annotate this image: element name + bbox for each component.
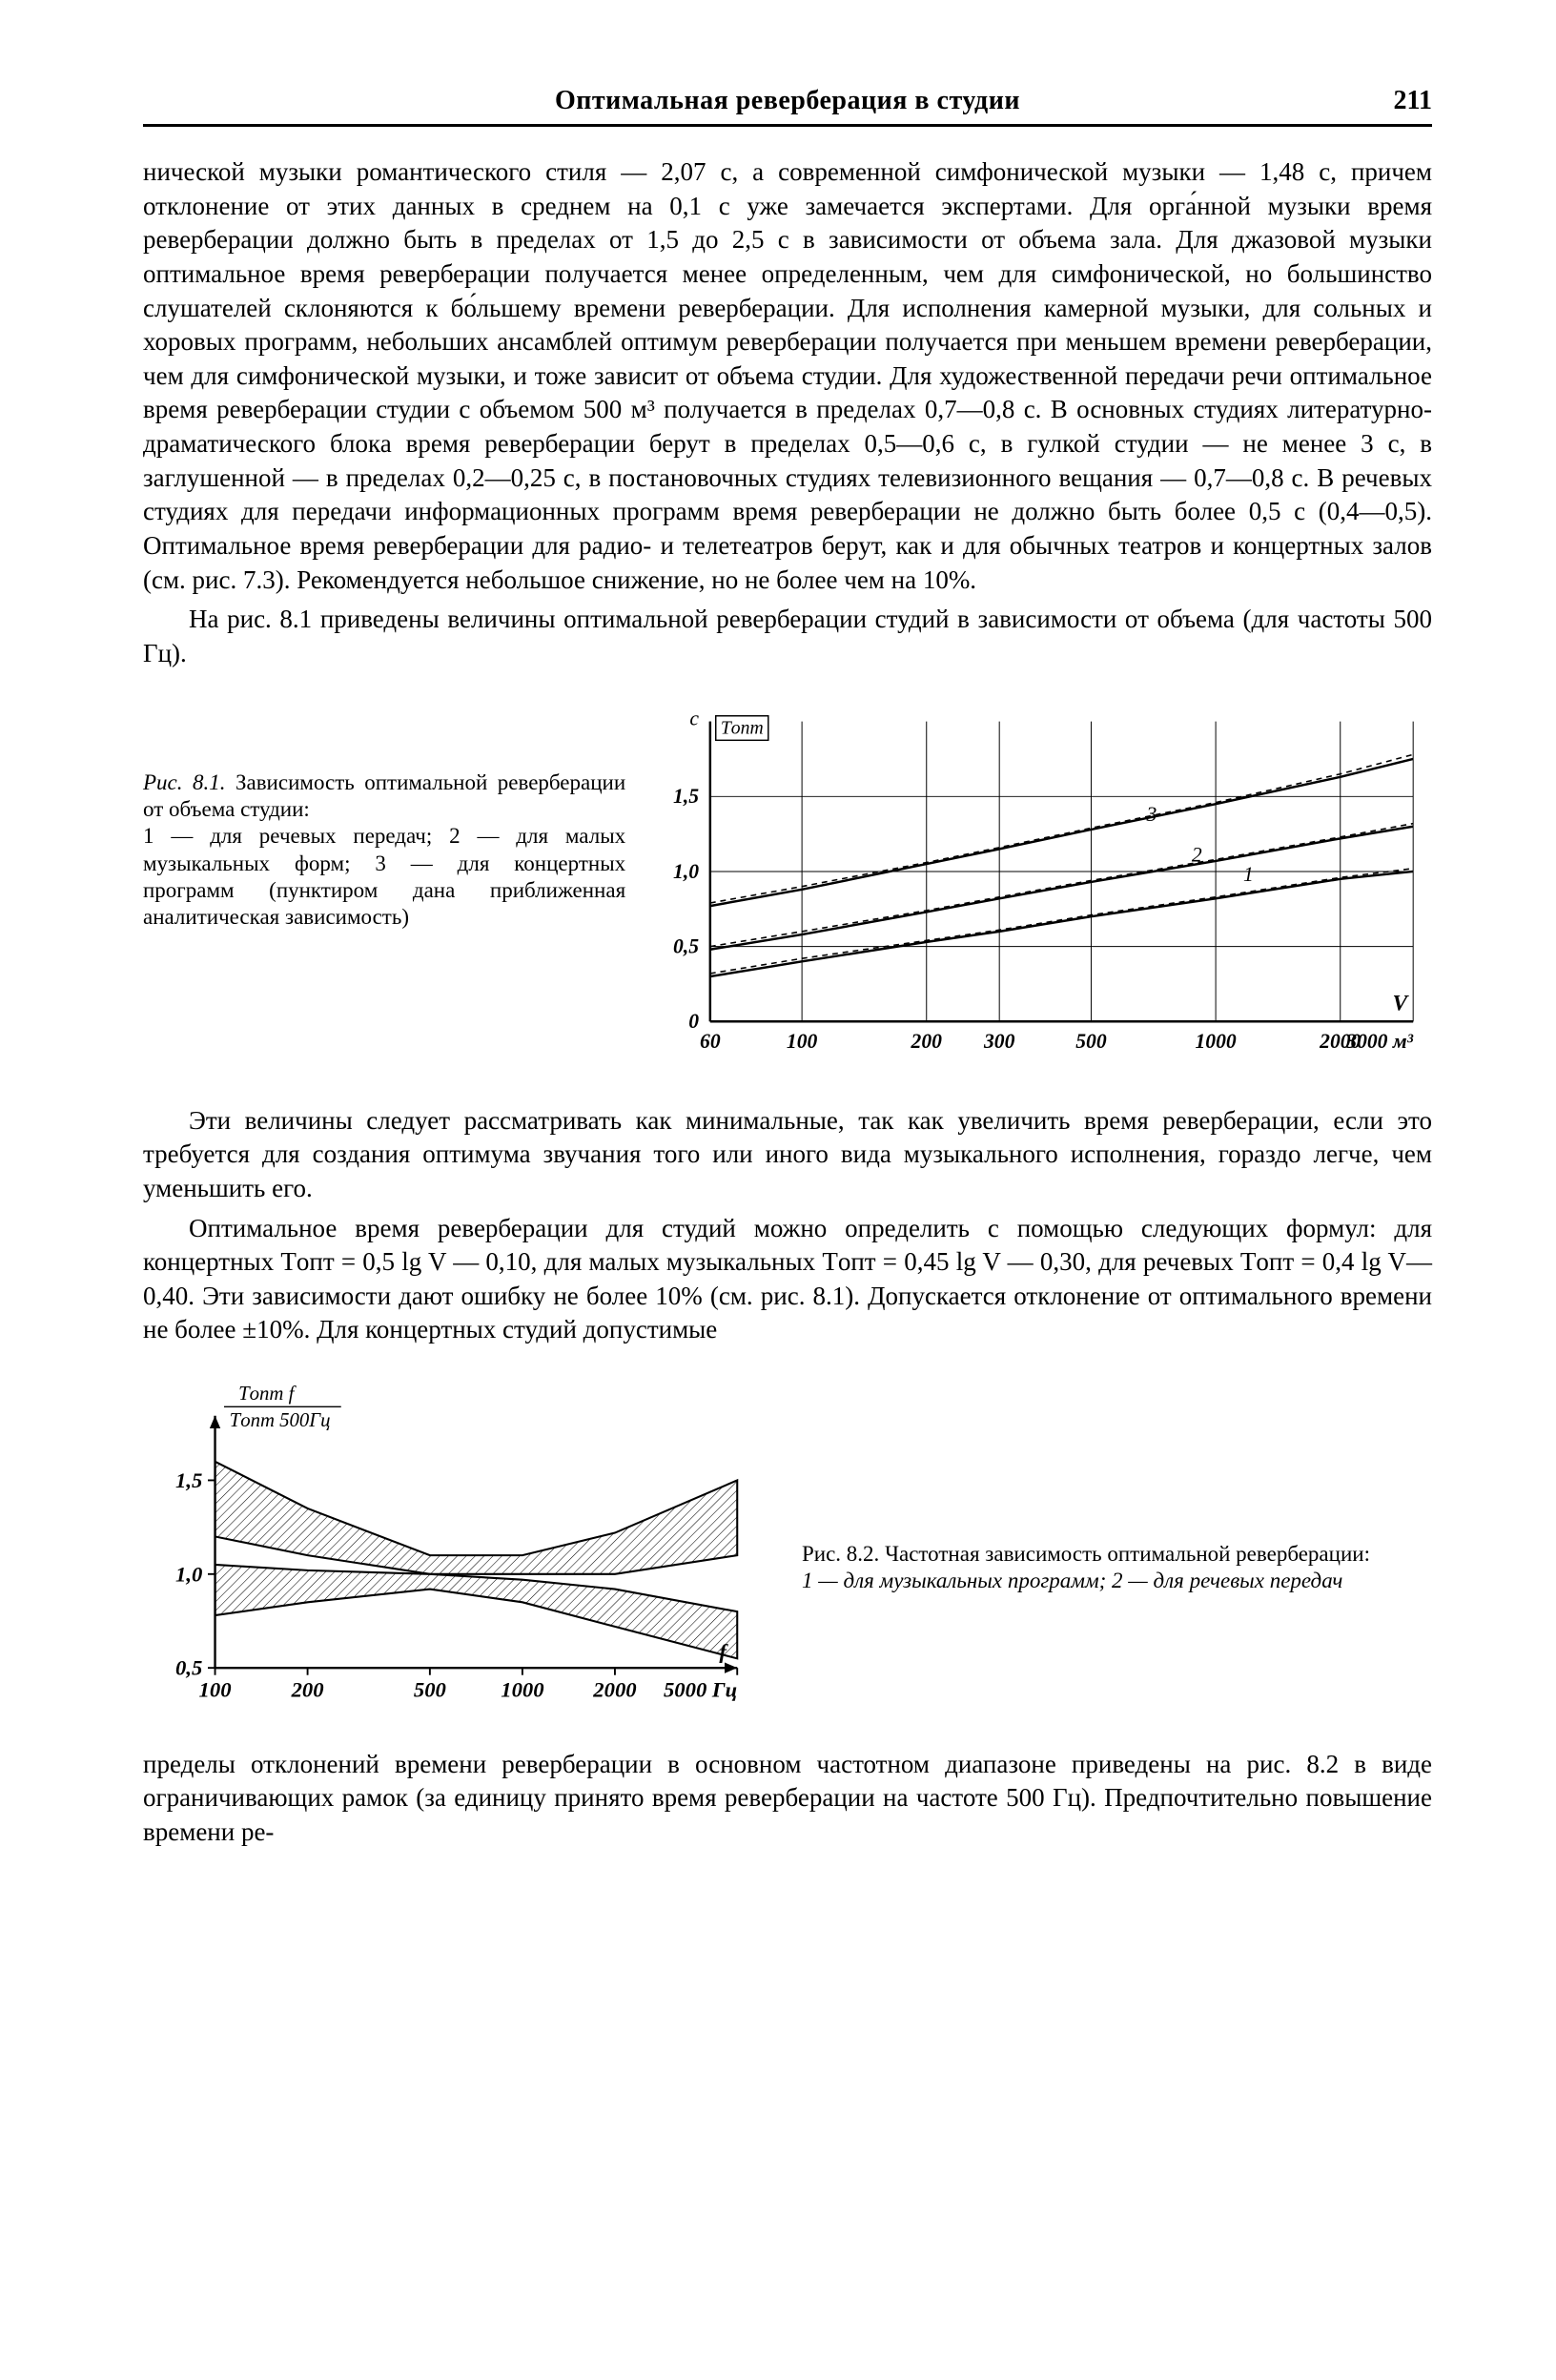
svg-text:3000 м³: 3000 м³ — [1345, 1030, 1413, 1053]
figure-8-2-chart: 0,5 1,0 1,5 100 200 500 1000 2000 5000 Гц Tопт f T… — [143, 1380, 773, 1727]
svg-text:Tопт: Tопт — [721, 718, 764, 739]
para-5: пределы отклонений времени реверберации … — [143, 1748, 1432, 1850]
figure-8-1: Рис. 8.1. Зависимость оптимальной реверб… — [143, 703, 1432, 1082]
fig82-caption-legend: 1 — для музыкальных программ; 2 — для ре… — [802, 1569, 1342, 1592]
svg-text:2: 2 — [1192, 844, 1202, 867]
svg-text:1,0: 1,0 — [175, 1562, 202, 1586]
svg-text:1: 1 — [1243, 863, 1254, 886]
page-number: 211 — [1356, 86, 1432, 116]
svg-text:0: 0 — [688, 1011, 699, 1034]
header-title: Оптимальная реверберация в студии — [219, 86, 1356, 116]
header-rule — [143, 124, 1432, 127]
fig81-caption-legend: 1 — для речевых передач; 2 — для малых м… — [143, 824, 625, 928]
svg-text:Tопт 500Гц: Tопт 500Гц — [230, 1409, 331, 1431]
svg-text:5000 Гц: 5000 Гц — [664, 1677, 737, 1701]
figure-8-2: 0,5 1,0 1,5 100 200 500 1000 2000 5000 Гц Tопт f T… — [143, 1380, 1432, 1727]
svg-text:0,5: 0,5 — [175, 1656, 202, 1680]
svg-text:V: V — [1393, 992, 1410, 1016]
fig82-caption-head: Рис. 8.2. — [802, 1542, 879, 1566]
svg-text:300: 300 — [983, 1030, 1015, 1053]
svg-text:1,5: 1,5 — [175, 1468, 202, 1492]
svg-text:200: 200 — [911, 1030, 943, 1053]
svg-text:2000: 2000 — [592, 1677, 636, 1701]
svg-text:200: 200 — [291, 1677, 324, 1701]
svg-text:0,5: 0,5 — [673, 935, 699, 958]
figure-8-1-chart: 60100200300500100020003000 м³00,51,01,5с… — [645, 703, 1432, 1082]
svg-text:500: 500 — [1075, 1030, 1107, 1053]
fig82-caption-body: Частотная зависимость оптимальной реверб… — [885, 1542, 1370, 1566]
svg-text:1,0: 1,0 — [673, 860, 699, 883]
para-3: Эти величины следует рассматривать как м… — [143, 1104, 1432, 1206]
para-1: нической музыки романтического стиля — 2… — [143, 155, 1432, 597]
svg-text:с: с — [690, 708, 700, 730]
fig81-caption-head: Рис. 8.1. — [143, 770, 225, 794]
figure-8-1-caption: Рис. 8.1. Зависимость оптимальной реверб… — [143, 703, 645, 930]
svg-text:3: 3 — [1146, 803, 1157, 826]
page: Оптимальная реверберация в студии 211 ни… — [0, 0, 1556, 2380]
svg-text:100: 100 — [787, 1030, 818, 1053]
svg-text:1,5: 1,5 — [673, 786, 699, 809]
para-2: На рис. 8.1 приведены величины оптимальн… — [143, 603, 1432, 670]
svg-text:60: 60 — [700, 1030, 721, 1053]
running-header: Оптимальная реверберация в студии 211 — [143, 86, 1432, 116]
svg-text:1000: 1000 — [1196, 1030, 1237, 1053]
svg-text:1000: 1000 — [501, 1677, 543, 1701]
para-4: Оптимальное время реверберации для студи… — [143, 1212, 1432, 1348]
figure-8-2-caption: Рис. 8.2. Частотная зависимость оптималь… — [773, 1512, 1432, 1594]
svg-text:Tопт f: Tопт f — [238, 1383, 297, 1405]
svg-text:500: 500 — [414, 1677, 446, 1701]
svg-text:100: 100 — [199, 1677, 232, 1701]
